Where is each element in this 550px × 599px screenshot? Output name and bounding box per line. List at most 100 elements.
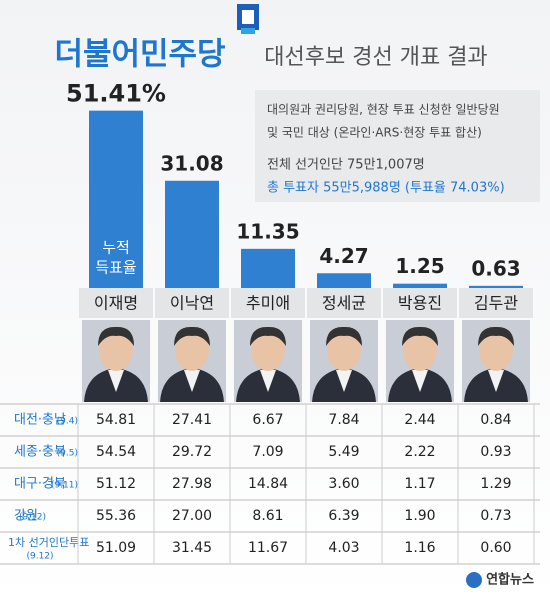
table-cell: 54.81 — [96, 412, 136, 428]
logo-icon — [237, 4, 259, 34]
table-cell: 31.45 — [172, 540, 212, 556]
bar-annotation: 득표율 — [95, 259, 136, 277]
candidate-photo — [462, 320, 530, 402]
photo-shirt — [336, 370, 352, 392]
candidate-photo — [234, 320, 302, 402]
photo-face — [327, 329, 361, 371]
table-cell: 0.84 — [480, 412, 511, 428]
candidate-photo — [82, 320, 150, 402]
photo-shirt — [108, 370, 124, 392]
row-label: 대구·경북 — [14, 477, 66, 492]
photo-shirt — [184, 370, 200, 392]
table-cell: 0.93 — [480, 444, 511, 460]
info-line: 총 투표자 55만5,988명 (투표율 74.03%) — [267, 181, 505, 196]
photo-hair — [98, 326, 134, 346]
table-cell: 1.29 — [480, 476, 511, 492]
table-cell: 2.22 — [404, 444, 435, 460]
candidate-name: 이재명 — [94, 294, 138, 313]
source-logo — [466, 572, 482, 588]
photo-hair — [174, 326, 210, 346]
name-cell — [79, 288, 153, 318]
bar — [393, 283, 447, 288]
photo-shirt — [260, 370, 276, 392]
value-label: 4.27 — [319, 244, 368, 268]
name-cell — [383, 288, 457, 318]
photo-hair — [478, 326, 514, 346]
row-date: (9.11) — [51, 481, 78, 491]
table-cell: 5.49 — [328, 444, 359, 460]
table-cell: 7.84 — [328, 412, 359, 428]
candidate-photo — [310, 320, 378, 402]
row-label: 1차 선거인단투표 — [8, 536, 89, 549]
candidate-name: 정세균 — [322, 294, 366, 313]
table-cell: 3.60 — [328, 476, 359, 492]
bar — [241, 248, 295, 288]
photo-hair — [326, 326, 362, 346]
value-label: 11.35 — [236, 219, 299, 243]
candidate-name: 이낙연 — [170, 294, 214, 313]
row-label: 대전·충남 — [14, 413, 66, 428]
table-cell: 51.12 — [96, 476, 136, 492]
table-cell: 6.39 — [328, 508, 359, 524]
value-label: 0.63 — [471, 256, 520, 280]
table-cell: 55.36 — [96, 508, 136, 524]
value-label: 31.08 — [160, 151, 223, 175]
name-cell — [231, 288, 305, 318]
candidate-name: 김두관 — [474, 294, 518, 313]
photo-face — [403, 329, 437, 371]
candidate-photo — [386, 320, 454, 402]
table-cell: 0.73 — [480, 508, 511, 524]
name-cell — [155, 288, 229, 318]
bar — [89, 110, 143, 288]
table-cell: 1.16 — [404, 540, 435, 556]
table-cell: 0.60 — [480, 540, 511, 556]
bar — [469, 285, 523, 288]
table-cell: 8.61 — [252, 508, 283, 524]
row-label: 세종·충북 — [14, 445, 66, 460]
info-box — [255, 90, 540, 202]
photo-face — [175, 329, 209, 371]
row-date: (9.12) — [26, 552, 53, 562]
table-cell: 54.54 — [96, 444, 136, 460]
info-line: 및 국민 대상 (온라인·ARS·현장 투표 합산) — [267, 126, 482, 140]
table-cell: 27.00 — [172, 508, 212, 524]
photo-face — [251, 329, 285, 371]
photo-shirt — [412, 370, 428, 392]
table-cell: 2.44 — [404, 412, 435, 428]
photo-shirt — [488, 370, 504, 392]
table-cell: 27.41 — [172, 412, 212, 428]
bar-annotation: 누적 — [102, 239, 130, 257]
bar — [317, 273, 371, 288]
info-line: 대의원과 권리당원, 현장 투표 신청한 일반당원 — [267, 103, 500, 117]
bar — [165, 180, 219, 288]
table-cell: 14.84 — [248, 476, 288, 492]
row-label: 강원 — [14, 509, 38, 524]
row-date: (9.5) — [57, 449, 78, 459]
photo-face — [479, 329, 513, 371]
table-cell: 7.09 — [252, 444, 283, 460]
row-date: (9.4) — [57, 417, 78, 427]
table-cell: 6.67 — [252, 412, 283, 428]
table-cell: 4.03 — [328, 540, 359, 556]
name-cell — [459, 288, 533, 318]
table-cell: 51.09 — [96, 540, 136, 556]
candidate-photo — [158, 320, 226, 402]
value-label: 51.41% — [66, 80, 166, 108]
photo-hair — [402, 326, 438, 346]
table-cell: 1.17 — [404, 476, 435, 492]
name-cell — [307, 288, 381, 318]
party-title: 더불어민주당 — [54, 37, 225, 73]
candidate-name: 추미애 — [246, 294, 290, 313]
candidate-name: 박용진 — [398, 294, 442, 313]
photo-hair — [250, 326, 286, 346]
photo-face — [99, 329, 133, 371]
subtitle: 대선후보 경선 개표 결과 — [264, 45, 487, 70]
value-label: 1.25 — [395, 254, 444, 278]
footer-source: 연합뉴스 — [486, 572, 534, 588]
table-cell: 11.67 — [248, 540, 288, 556]
info-line: 전체 선거인단 75만1,007명 — [267, 158, 425, 173]
table-cell: 1.90 — [404, 508, 435, 524]
table-cell: 29.72 — [172, 444, 212, 460]
row-date: (9.12) — [19, 513, 46, 523]
